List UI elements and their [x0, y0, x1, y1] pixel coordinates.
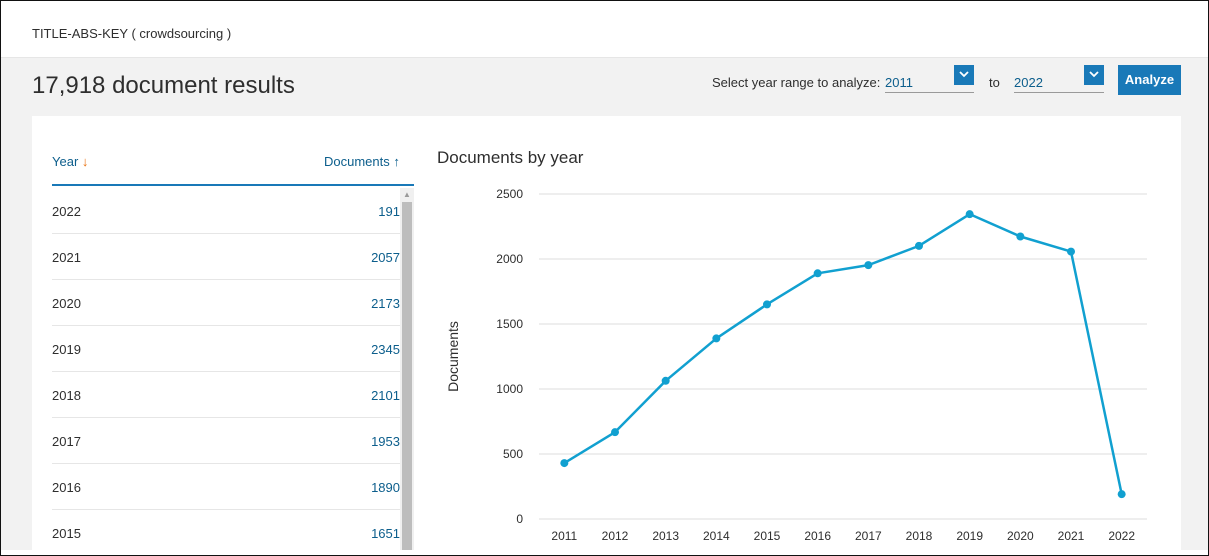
- table-row: 2019 2345: [52, 326, 400, 372]
- row-documents-link[interactable]: 2173: [371, 296, 400, 311]
- row-year: 2016: [52, 480, 81, 495]
- documents-by-year-chart: 0 500 1000 1500 2000 2500 2011 2012 2013 2014 2015…: [445, 187, 1147, 543]
- row-documents-link[interactable]: 2057: [371, 250, 400, 265]
- table-row: 2017 1953: [52, 418, 400, 464]
- page-title: 17,918 document results: [32, 72, 295, 99]
- row-year: 2017: [52, 434, 81, 449]
- x-tick-label: 2014: [703, 529, 730, 543]
- documents-header-label: Documents: [324, 154, 390, 169]
- data-point: [611, 428, 619, 437]
- table-row: 2020 2173: [52, 280, 400, 326]
- row-documents-link[interactable]: 1890: [371, 480, 400, 495]
- table-row: 2018 2101: [52, 372, 400, 418]
- year-from-select[interactable]: 2011: [885, 65, 974, 93]
- scroll-up-icon[interactable]: ▲: [403, 190, 411, 199]
- data-point: [712, 334, 721, 343]
- year-range-label: Select year range to analyze:: [712, 75, 881, 90]
- sort-up-icon: ↑: [393, 154, 400, 169]
- bottom-strip: [1, 550, 1208, 555]
- row-documents-link[interactable]: 1953: [371, 434, 400, 449]
- y-tick-label: 1500: [496, 317, 523, 331]
- y-tick-label: 2500: [496, 187, 523, 201]
- row-documents-link[interactable]: 2345: [371, 342, 400, 357]
- data-point: [915, 241, 923, 250]
- y-tick-label: 0: [516, 512, 523, 526]
- x-tick-label: 2017: [855, 529, 882, 543]
- y-tick-label: 2000: [496, 252, 523, 266]
- x-tick-label: 2021: [1058, 529, 1085, 543]
- x-tick-label: 2011: [551, 529, 577, 543]
- to-label: to: [989, 75, 1000, 90]
- table-row: 2022 191: [52, 188, 400, 234]
- scroll-thumb[interactable]: [402, 202, 412, 555]
- row-year: 2015: [52, 526, 81, 541]
- row-year: 2020: [52, 296, 81, 311]
- data-point: [864, 261, 873, 270]
- x-tick-label: 2013: [652, 529, 679, 543]
- x-tick-label: 2019: [956, 529, 983, 543]
- x-tick-label: 2012: [602, 529, 629, 543]
- data-point: [560, 459, 569, 468]
- table-row: 2015 1651: [52, 510, 400, 555]
- x-tick-label: 2018: [906, 529, 933, 543]
- data-point: [763, 300, 771, 309]
- year-to-select[interactable]: 2022: [1014, 65, 1104, 93]
- x-tick-label: 2020: [1007, 529, 1034, 543]
- x-tick-label: 2016: [804, 529, 831, 543]
- x-tick-label: 2022: [1108, 529, 1135, 543]
- series-line: [563, 212, 1123, 495]
- row-documents-link[interactable]: 191: [378, 204, 400, 219]
- table-row: 2021 2057: [52, 234, 400, 280]
- year-column-header[interactable]: Year ↓: [52, 154, 88, 169]
- row-documents-link[interactable]: 1651: [371, 526, 400, 541]
- row-year: 2021: [52, 250, 81, 265]
- documents-column-header[interactable]: Documents ↑: [324, 154, 400, 169]
- data-point: [661, 376, 670, 385]
- chevron-down-icon[interactable]: [954, 65, 974, 85]
- data-point: [1117, 490, 1126, 499]
- data-point: [1016, 232, 1025, 241]
- y-axis-label: Documents: [445, 321, 461, 392]
- query-bar: TITLE-ABS-KEY ( crowdsourcing ): [1, 1, 1208, 58]
- data-point: [813, 269, 822, 278]
- year-to-value: 2022: [1014, 75, 1043, 90]
- row-year: 2019: [52, 342, 81, 357]
- sort-down-icon: ↓: [81, 154, 89, 169]
- table-header-divider: [52, 184, 414, 186]
- results-panel: Year ↓ Documents ↑ 2022 191 2021 2057 20…: [32, 116, 1181, 555]
- y-tick-label: 1000: [496, 382, 523, 396]
- search-query: TITLE-ABS-KEY ( crowdsourcing ): [32, 26, 232, 41]
- x-tick-label: 2015: [754, 529, 781, 543]
- year-table: 2022 191 2021 2057 2020 2173 2019 2345 2…: [52, 188, 400, 555]
- row-year: 2018: [52, 388, 81, 403]
- data-point: [1067, 247, 1075, 256]
- row-year: 2022: [52, 204, 81, 219]
- year-header-label: Year: [52, 154, 79, 169]
- y-tick-label: 500: [503, 447, 523, 461]
- table-scrollbar[interactable]: ▲: [400, 188, 414, 555]
- year-from-value: 2011: [885, 75, 913, 90]
- data-point: [965, 210, 974, 219]
- table-row: 2016 1890: [52, 464, 400, 510]
- chart-title: Documents by year: [437, 148, 584, 167]
- row-documents-link[interactable]: 2101: [371, 388, 400, 403]
- chevron-down-icon[interactable]: [1084, 65, 1104, 85]
- analyze-button[interactable]: Analyze: [1118, 65, 1181, 95]
